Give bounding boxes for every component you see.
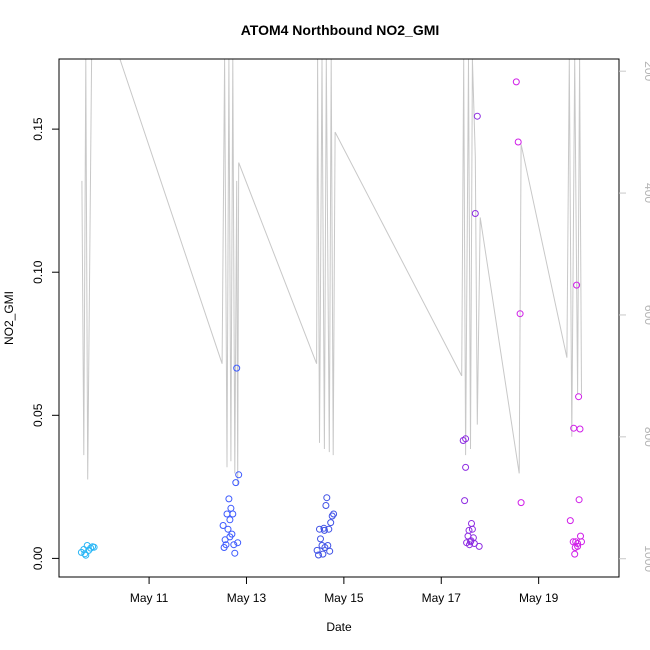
data-point — [576, 425, 584, 433]
data-point — [330, 510, 338, 518]
data-point — [573, 281, 581, 289]
data-point — [90, 543, 98, 551]
right-tick-label: 600 — [642, 305, 650, 325]
data-point — [234, 539, 242, 547]
data-point — [467, 537, 475, 545]
data-point — [517, 499, 525, 507]
data-point — [462, 463, 470, 471]
data-point — [326, 547, 334, 555]
data-point — [322, 502, 330, 509]
data-point — [577, 532, 584, 540]
plot-area — [77, 59, 585, 559]
chart-title: ATOM4 Northbound NO2_GMI — [241, 22, 440, 38]
data-point — [514, 138, 522, 146]
data-point — [219, 522, 227, 529]
data-point — [235, 471, 243, 479]
series-4 — [459, 112, 483, 550]
data-point — [512, 78, 520, 86]
data-point — [468, 525, 476, 533]
data-point — [226, 516, 234, 524]
y-tick-label: 0.05 — [31, 403, 45, 427]
y-tick-label: 0.15 — [31, 117, 45, 141]
y-tick-label: 0.00 — [31, 546, 45, 570]
data-point — [571, 550, 579, 558]
data-point — [575, 393, 583, 401]
plot-frame — [58, 58, 620, 578]
series-5 — [512, 78, 585, 558]
right-tick-label: 1000 — [642, 545, 650, 572]
data-point — [578, 538, 585, 546]
data-point — [475, 542, 483, 550]
data-point — [316, 525, 323, 533]
series-2 — [219, 364, 243, 557]
series-3 — [313, 494, 338, 559]
data-point — [222, 541, 230, 549]
data-point — [81, 550, 89, 558]
data-point — [320, 526, 328, 534]
data-point — [233, 364, 241, 372]
data-point — [232, 479, 240, 487]
data-point — [466, 541, 473, 549]
right-tick-label: 400 — [642, 183, 650, 203]
data-point — [229, 510, 237, 518]
x-tick-label: May 15 — [324, 591, 364, 605]
x-tick-label: May 13 — [227, 591, 267, 605]
data-point — [473, 112, 481, 120]
data-point — [223, 510, 231, 518]
data-point — [226, 533, 234, 541]
data-point — [230, 541, 238, 549]
data-point — [468, 520, 475, 527]
data-point — [574, 542, 582, 550]
x-tick-label: May 17 — [422, 591, 462, 605]
data-point — [462, 435, 470, 443]
data-point — [87, 544, 95, 552]
x-tick-label: May 19 — [519, 591, 559, 605]
right-tick-label: 800 — [642, 427, 650, 447]
data-point — [516, 310, 524, 318]
series-1 — [77, 542, 98, 559]
data-point — [461, 497, 469, 505]
data-point — [327, 519, 335, 527]
data-point — [313, 546, 321, 554]
data-point — [465, 526, 473, 534]
data-point — [328, 512, 336, 520]
data-point — [575, 496, 583, 504]
data-point — [231, 549, 239, 557]
data-point — [325, 525, 333, 533]
data-point — [224, 525, 232, 533]
pressure-line — [81, 59, 582, 486]
data-point — [85, 546, 93, 554]
axes: May 11 May 13 May 15 May 17 May 19 0.00 0.05 0.… — [31, 58, 650, 605]
data-point — [227, 504, 235, 512]
x-axis-label: Date — [326, 620, 352, 634]
y-tick-label: 0.10 — [31, 260, 45, 284]
data-point — [566, 517, 574, 525]
y-axis-label: NO2_GMI — [2, 291, 16, 345]
x-tick-label: May 11 — [130, 591, 169, 605]
data-point — [317, 535, 324, 543]
data-point — [225, 495, 233, 503]
right-tick-label: 200 — [642, 61, 650, 81]
data-point — [319, 550, 327, 558]
data-point — [315, 551, 322, 559]
data-point — [323, 494, 331, 502]
data-point — [471, 210, 479, 217]
